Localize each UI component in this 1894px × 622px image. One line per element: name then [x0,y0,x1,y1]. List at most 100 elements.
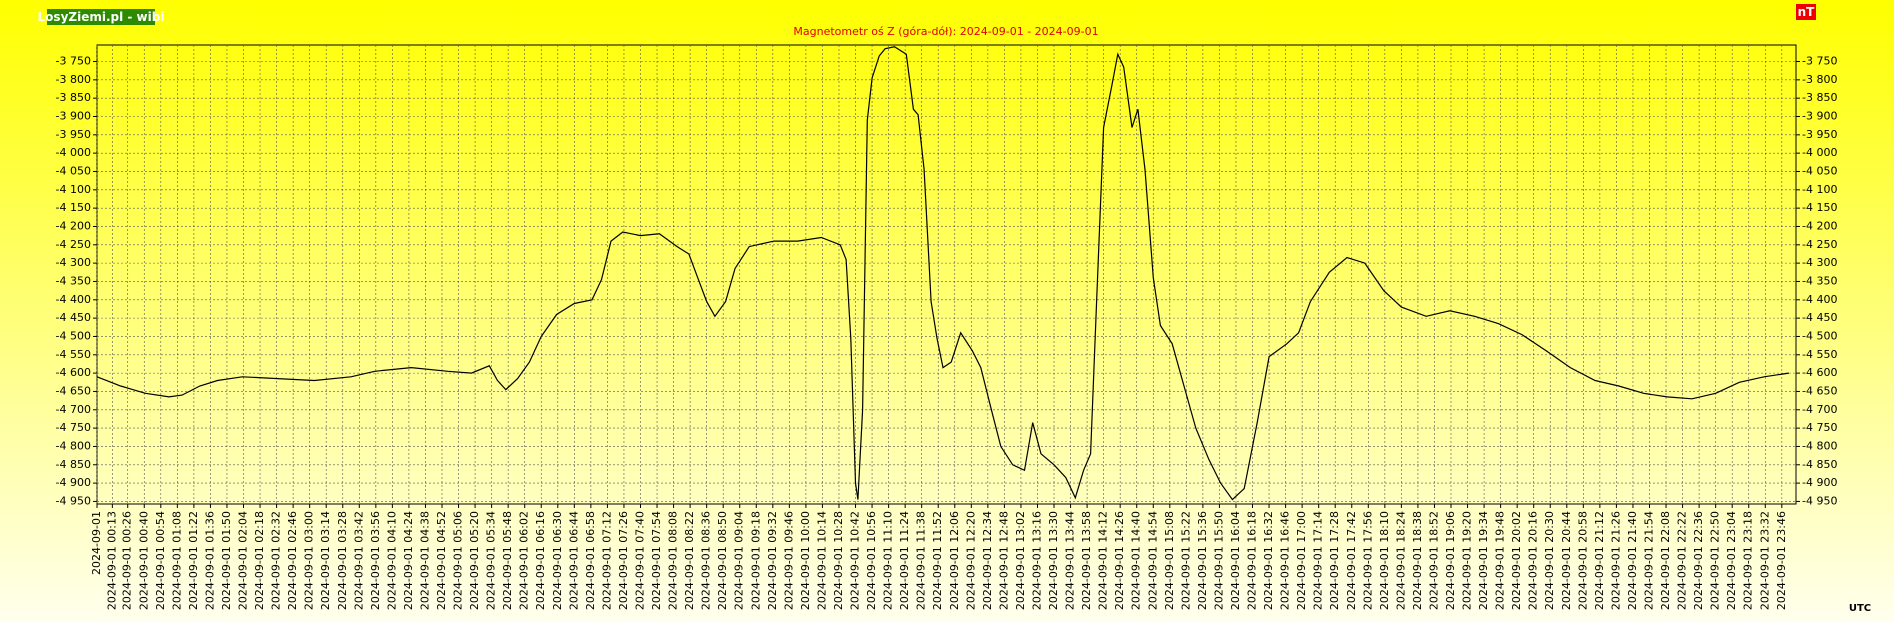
x-tick-label: 2024-09-01 07:54 [650,511,663,610]
x-tick-label: 2024-09-01 10:28 [832,511,845,610]
x-tick-label: 2024-09-01 18:24 [1394,511,1407,610]
x-tick-label: 2024-09-01 19:48 [1494,511,1507,610]
x-tick-label: 2024-09-01 21:12 [1593,511,1606,610]
x-tick-label: 2024-09-01 12:34 [981,511,994,610]
y-tick-label: -4 650 [56,384,91,397]
x-tick-label: 2024-09-01 00:40 [137,511,150,610]
x-tick-label: 2024-09-01 03:14 [319,511,332,610]
x-tick-label: 2024-09-01 03:28 [336,511,349,610]
y2-tick-label: -4 850 [1802,458,1837,471]
x-tick-label: 2024-09-01 06:44 [567,511,580,610]
y-tick-label: -4 150 [56,201,91,214]
y-tick-label: -3 800 [56,73,91,86]
x-tick-label: 2024-09-01 15:36 [1196,511,1209,610]
x-tick-label: 2024-09-01 01:22 [187,511,200,610]
x-tick-label: 2024-09-01 06:30 [551,511,564,610]
y2-tick-label: -3 800 [1802,73,1837,86]
x-tick-label: 2024-09-01 10:00 [799,511,812,610]
x-tick-label: 2024-09-01 00:26 [121,511,134,610]
unit-label: nT [1798,5,1816,19]
x-tick-label: 2024-09-01 04:38 [418,511,431,610]
chart-title: Magnetometr oś Z (góra-dół): 2024-09-01 … [793,25,1098,38]
y-tick-label: -3 750 [56,54,91,67]
x-tick-label: 2024-09-01 22:50 [1709,511,1722,610]
x-tick-label: 2024-09-01 02:32 [270,511,283,610]
x-tick-label: 2024-09-01 21:54 [1642,511,1655,610]
x-tick-label: 2024-09-01 11:52 [931,511,944,610]
y-tick-label: -4 100 [56,183,91,196]
y-tick-label: -4 350 [56,274,91,287]
y2-tick-label: -4 200 [1802,219,1837,232]
x-tick-label: 2024-09-01 03:42 [352,511,365,610]
x-tick-label: 2024-09-01 04:10 [385,511,398,610]
x-tick-label: 2024-09-01 13:58 [1080,511,1093,610]
x-tick-label: 2024-09-01 07:40 [633,511,646,610]
y-tick-label: -4 850 [56,458,91,471]
x-tick-label: 2024-09-01 09:32 [766,511,779,610]
y-tick-label: -3 850 [56,91,91,104]
x-tick-label: 2024-09-01 23:18 [1742,511,1755,610]
x-tick-label: 2024-09-01 03:00 [303,511,316,610]
x-tick-label: 2024-09-01 13:02 [1014,511,1027,610]
x-tick-label: 2024-09-01 00:54 [154,511,167,610]
x-tick-label: 2024-09-01 21:26 [1609,511,1622,610]
x-tick-label: 2024-09-01 15:50 [1212,511,1225,610]
x-tick-label: 2024-09-01 17:00 [1295,511,1308,610]
x-tick-label: 2024-09-01 08:22 [683,511,696,610]
y2-tick-label: -4 750 [1802,421,1837,434]
y-tick-label: -4 000 [56,146,91,159]
x-tick-label: 2024-09-01 00:13 [105,511,118,610]
x-tick-label: 2024-09-01 16:46 [1279,511,1292,610]
y-tick-label: -4 050 [56,164,91,177]
x-tick-label: 2024-09-01 [90,511,103,575]
x-tick-label: 2024-09-01 05:20 [468,511,481,610]
y-tick-label: -4 500 [56,329,91,342]
x-tick-label: 2024-09-01 18:10 [1378,511,1391,610]
x-tick-label: 2024-09-01 20:02 [1510,511,1523,610]
x-tick-label: 2024-09-01 09:18 [749,511,762,610]
y2-tick-label: -3 950 [1802,128,1837,141]
y2-tick-label: -4 900 [1802,476,1837,489]
x-tick-label: 2024-09-01 06:58 [584,511,597,610]
x-tick-label: 2024-09-01 23:32 [1758,511,1771,610]
x-tick-label: 2024-09-01 21:40 [1626,511,1639,610]
x-tick-label: 2024-09-01 18:52 [1427,511,1440,610]
x-tick-label: 2024-09-01 14:40 [1130,511,1143,610]
y2-tick-label: -4 250 [1802,238,1837,251]
x-tick-label: 2024-09-01 16:04 [1229,511,1242,610]
y-tick-label: -4 700 [56,403,91,416]
y-tick-label: -4 900 [56,476,91,489]
y-tick-label: -4 600 [56,366,91,379]
x-tick-label: 2024-09-01 07:26 [617,511,630,610]
y2-tick-label: -4 600 [1802,366,1837,379]
x-tick-label: 2024-09-01 13:30 [1047,511,1060,610]
x-tick-label: 2024-09-01 11:10 [882,511,895,610]
x-tick-label: 2024-09-01 17:14 [1312,511,1325,610]
y2-tick-label: -4 550 [1802,348,1837,361]
x-tick-label: 2024-09-01 12:48 [997,511,1010,610]
x-tick-label: 2024-09-01 15:22 [1179,511,1192,610]
y2-tick-label: -4 350 [1802,274,1837,287]
x-tick-label: 2024-09-01 08:36 [700,511,713,610]
x-tick-label: 2024-09-01 10:42 [849,511,862,610]
y-tick-label: -3 950 [56,128,91,141]
x-tick-label: 2024-09-01 20:44 [1560,511,1573,610]
x-tick-label: 2024-09-01 13:16 [1030,511,1043,610]
y2-tick-label: -4 500 [1802,329,1837,342]
x-tick-label: 2024-09-01 06:02 [518,511,531,610]
y2-tick-label: -4 000 [1802,146,1837,159]
x-tick-label: 2024-09-01 02:18 [253,511,266,610]
data-line [96,46,1789,501]
x-tick-label: 2024-09-01 23:46 [1775,511,1788,610]
y2-tick-label: -4 450 [1802,311,1837,324]
y2-tick-label: -4 300 [1802,256,1837,269]
y-tick-label: -4 450 [56,311,91,324]
y2-tick-label: -3 850 [1802,91,1837,104]
x-tick-label: 2024-09-01 18:38 [1411,511,1424,610]
y-tick-label: -4 300 [56,256,91,269]
y2-tick-label: -4 050 [1802,164,1837,177]
y-tick-label: -4 400 [56,293,91,306]
x-tick-label: 2024-09-01 20:16 [1527,511,1540,610]
x-tick-label: 2024-09-01 14:26 [1113,511,1126,610]
